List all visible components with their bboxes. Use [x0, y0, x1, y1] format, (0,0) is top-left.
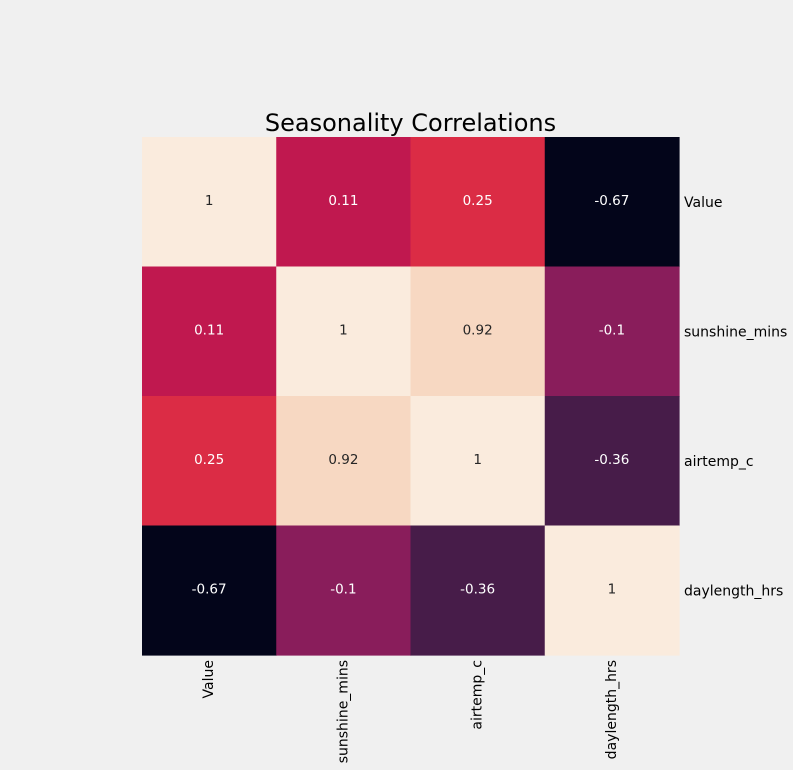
x-tick-label-sunshine-mins: sunshine_mins: [335, 660, 351, 763]
cell-value-label: -0.1: [330, 581, 356, 597]
heatmap-cell-sunshine-mins-daylength-hrs: [544, 266, 680, 397]
y-tick-label-value: Value: [684, 195, 722, 211]
heatmap-cell-airtemp-c-sunshine-mins: [276, 396, 412, 527]
chart-title: Seasonality Correlations: [265, 109, 556, 137]
cell-value-label: 1: [205, 193, 214, 209]
heatmap-cell-value-airtemp-c: [410, 137, 546, 268]
cell-value-label: -0.36: [594, 452, 629, 468]
x-tick-label-value: Value: [201, 660, 217, 698]
x-tick-labels: Value sunshine_mins airtemp_c daylength_hrs: [201, 660, 620, 763]
heatmap-cell-airtemp-c-airtemp-c: [410, 396, 546, 527]
x-tick-label-daylength-hrs: daylength_hrs: [604, 660, 620, 759]
cell-value-label: 0.25: [194, 452, 224, 468]
heatmap-cell-daylength-hrs-airtemp-c: [410, 525, 546, 656]
heatmap-cell-airtemp-c-daylength-hrs: [544, 396, 680, 527]
heatmap-cell-airtemp-c-value: [142, 396, 277, 527]
cell-value-label: 1: [608, 581, 617, 597]
y-tick-labels: Value sunshine_mins airtemp_c daylength_hrs: [684, 195, 787, 600]
heatmap-cell-daylength-hrs-value: [142, 525, 277, 656]
cell-value-label: 0.11: [194, 322, 224, 338]
heatmap-cell-value-daylength-hrs: [544, 137, 680, 268]
cell-value-label: 0.11: [328, 193, 358, 209]
cell-value-label: 1: [473, 452, 482, 468]
cell-value-label: 1: [339, 322, 348, 338]
y-tick-label-sunshine-mins: sunshine_mins: [684, 324, 787, 340]
heatmap-cells: [142, 137, 680, 656]
heatmap-annotations: 1 0.11 0.25 -0.67 0.11 1 0.92 -0.1 0.25 0.92 1 -0.3…: [192, 193, 630, 598]
cell-value-label: 0.92: [328, 452, 358, 468]
heatmap-cell-daylength-hrs-sunshine-mins: [276, 525, 412, 656]
heatmap-cell-sunshine-mins-value: [142, 266, 277, 397]
cell-value-label: 0.25: [463, 193, 493, 209]
cell-value-label: 0.92: [463, 322, 493, 338]
y-tick-label-airtemp-c: airtemp_c: [684, 454, 754, 470]
heatmap-cell-sunshine-mins-airtemp-c: [410, 266, 546, 397]
cell-value-label: -0.36: [460, 581, 495, 597]
x-tick-label-airtemp-c: airtemp_c: [470, 660, 486, 730]
heatmap-cell-value-value: [142, 137, 277, 268]
heatmap-cell-sunshine-mins-sunshine-mins: [276, 266, 412, 397]
y-tick-label-daylength-hrs: daylength_hrs: [684, 583, 783, 599]
heatmap-cell-value-sunshine-mins: [276, 137, 412, 268]
cell-value-label: -0.67: [192, 581, 227, 597]
cell-value-label: -0.1: [599, 322, 625, 338]
cell-value-label: -0.67: [594, 193, 629, 209]
heatmap-cell-daylength-hrs-daylength-hrs: [544, 525, 680, 656]
